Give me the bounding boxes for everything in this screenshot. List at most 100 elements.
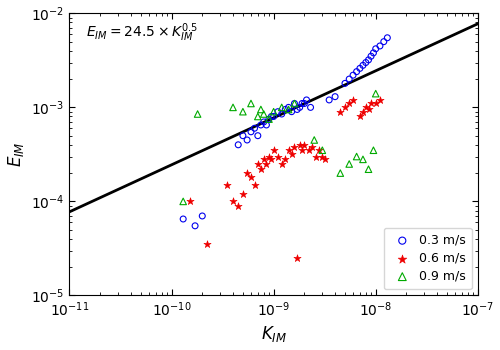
0.6 m/s	[257, 166, 265, 172]
0.6 m/s	[186, 198, 194, 204]
0.3 m/s	[364, 57, 372, 63]
0.3 m/s	[284, 105, 292, 110]
0.6 m/s	[341, 105, 349, 110]
0.9 m/s	[239, 109, 247, 114]
Y-axis label: $E_{IM}$: $E_{IM}$	[6, 141, 25, 167]
0.9 m/s	[290, 101, 298, 106]
0.6 m/s	[362, 105, 370, 110]
0.6 m/s	[274, 154, 282, 159]
0.6 m/s	[265, 154, 273, 159]
0.9 m/s	[345, 161, 353, 167]
0.3 m/s	[331, 94, 339, 99]
0.6 m/s	[321, 156, 329, 162]
0.3 m/s	[298, 101, 306, 106]
0.9 m/s	[194, 111, 202, 117]
0.6 m/s	[247, 175, 255, 180]
0.9 m/s	[336, 170, 344, 176]
0.3 m/s	[234, 142, 242, 148]
0.6 m/s	[318, 154, 326, 159]
0.3 m/s	[243, 137, 251, 143]
0.9 m/s	[372, 91, 380, 97]
Text: $E_{IM}=24.5\times K_{IM}^{0.5}$: $E_{IM}=24.5\times K_{IM}^{0.5}$	[86, 22, 198, 44]
0.6 m/s	[300, 142, 308, 148]
0.3 m/s	[260, 119, 268, 125]
0.6 m/s	[345, 101, 353, 106]
0.9 m/s	[284, 107, 292, 112]
0.6 m/s	[316, 147, 324, 153]
0.3 m/s	[359, 63, 367, 68]
0.6 m/s	[260, 156, 268, 162]
0.3 m/s	[372, 46, 380, 51]
0.6 m/s	[262, 161, 270, 167]
0.6 m/s	[376, 97, 384, 103]
0.9 m/s	[352, 154, 360, 159]
0.3 m/s	[198, 213, 206, 219]
0.9 m/s	[270, 109, 278, 114]
0.3 m/s	[345, 76, 353, 82]
0.9 m/s	[254, 114, 262, 119]
0.3 m/s	[293, 107, 301, 112]
0.6 m/s	[268, 156, 276, 162]
0.3 m/s	[325, 97, 333, 103]
0.3 m/s	[268, 114, 276, 119]
0.6 m/s	[356, 114, 364, 119]
0.3 m/s	[270, 114, 278, 119]
0.6 m/s	[296, 142, 304, 148]
0.9 m/s	[247, 101, 255, 106]
0.3 m/s	[362, 60, 370, 65]
0.3 m/s	[288, 109, 296, 114]
0.9 m/s	[318, 147, 326, 153]
0.3 m/s	[384, 35, 392, 41]
0.6 m/s	[278, 161, 285, 167]
0.9 m/s	[260, 111, 268, 117]
0.3 m/s	[282, 107, 290, 112]
0.6 m/s	[308, 144, 316, 150]
0.6 m/s	[254, 161, 262, 167]
0.3 m/s	[341, 80, 349, 86]
0.9 m/s	[179, 198, 187, 204]
0.6 m/s	[202, 241, 210, 247]
0.3 m/s	[349, 72, 357, 78]
X-axis label: $K_{IM}$: $K_{IM}$	[260, 324, 286, 344]
0.3 m/s	[356, 65, 364, 71]
0.3 m/s	[254, 133, 262, 139]
0.3 m/s	[278, 111, 285, 117]
0.9 m/s	[278, 105, 285, 110]
0.3 m/s	[352, 69, 360, 75]
0.6 m/s	[234, 203, 242, 209]
Legend: 0.3 m/s, 0.6 m/s, 0.9 m/s: 0.3 m/s, 0.6 m/s, 0.9 m/s	[384, 228, 472, 289]
0.6 m/s	[312, 154, 320, 159]
0.6 m/s	[243, 170, 251, 176]
0.6 m/s	[372, 101, 380, 106]
0.6 m/s	[282, 156, 290, 162]
0.6 m/s	[349, 97, 357, 103]
0.6 m/s	[288, 151, 296, 157]
0.3 m/s	[239, 133, 247, 139]
0.3 m/s	[370, 50, 378, 56]
0.3 m/s	[296, 105, 304, 110]
0.9 m/s	[265, 116, 273, 122]
0.3 m/s	[262, 122, 270, 128]
0.6 m/s	[250, 182, 258, 188]
0.3 m/s	[380, 39, 388, 44]
0.9 m/s	[370, 147, 378, 153]
0.6 m/s	[298, 147, 306, 153]
0.9 m/s	[364, 166, 372, 172]
0.9 m/s	[359, 156, 367, 162]
0.3 m/s	[367, 54, 375, 59]
0.6 m/s	[270, 147, 278, 153]
0.3 m/s	[300, 101, 308, 106]
0.6 m/s	[364, 107, 372, 112]
0.6 m/s	[304, 147, 312, 153]
0.3 m/s	[265, 116, 273, 122]
0.3 m/s	[290, 101, 298, 106]
0.6 m/s	[336, 109, 344, 114]
0.3 m/s	[376, 43, 384, 49]
0.6 m/s	[223, 182, 231, 188]
0.3 m/s	[302, 97, 310, 103]
0.6 m/s	[239, 191, 247, 197]
0.6 m/s	[293, 255, 301, 261]
0.6 m/s	[284, 147, 292, 153]
0.3 m/s	[247, 129, 255, 135]
0.6 m/s	[359, 109, 367, 114]
